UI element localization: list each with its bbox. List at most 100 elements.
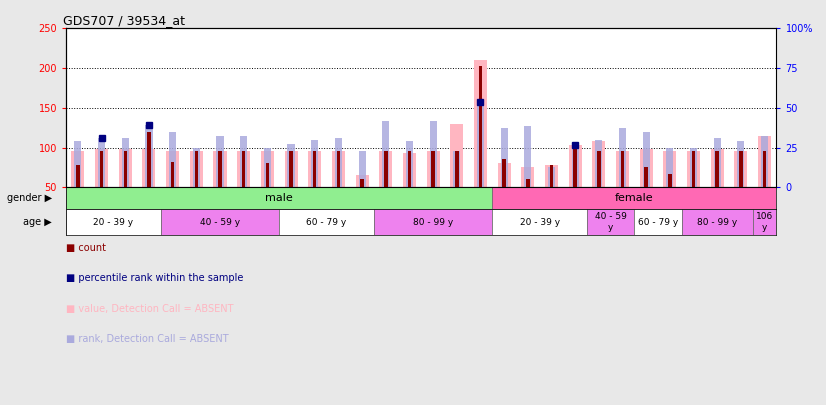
Text: 80 - 99 y: 80 - 99 y (413, 218, 453, 227)
Bar (332, 151, 345, 187)
Bar (526, 179, 529, 187)
Bar (76, 165, 79, 187)
Bar (266, 163, 269, 187)
Bar (358, 151, 366, 187)
Bar (596, 140, 602, 187)
Bar (572, 145, 579, 187)
Bar (597, 151, 601, 187)
Text: male: male (265, 193, 293, 203)
Bar (548, 167, 555, 187)
Bar (284, 151, 297, 187)
Text: 60 - 79 y: 60 - 79 y (306, 218, 347, 227)
Bar (714, 138, 721, 187)
Bar (403, 153, 416, 187)
Bar (360, 179, 363, 187)
Bar (311, 140, 318, 187)
Bar (492, 209, 587, 235)
Bar (758, 136, 771, 187)
Bar (715, 151, 719, 187)
Bar (616, 151, 629, 187)
Text: 40 - 59 y: 40 - 59 y (200, 218, 240, 227)
Text: gender ▶: gender ▶ (7, 193, 52, 203)
Bar (573, 147, 577, 187)
Bar (171, 162, 174, 187)
Bar (195, 151, 198, 187)
Bar (710, 149, 724, 187)
Bar (95, 149, 108, 187)
Text: 20 - 39 y: 20 - 39 y (93, 218, 134, 227)
Bar (124, 151, 127, 187)
Bar (147, 132, 150, 187)
Bar (74, 141, 82, 187)
Bar (502, 160, 506, 187)
Bar (592, 141, 605, 187)
Bar (634, 209, 681, 235)
Bar (216, 136, 224, 187)
Bar (355, 175, 368, 187)
Bar (681, 209, 752, 235)
Bar (335, 138, 342, 187)
Bar (644, 167, 648, 187)
Bar (408, 151, 411, 187)
Bar (119, 149, 132, 187)
Bar (455, 151, 458, 187)
Bar (100, 151, 103, 187)
Bar (587, 209, 634, 235)
Bar (261, 151, 274, 187)
Text: GDS707 / 39534_at: GDS707 / 39534_at (63, 14, 184, 27)
Bar (66, 209, 161, 235)
Bar (431, 151, 434, 187)
Bar (450, 124, 463, 187)
Bar (738, 141, 744, 187)
Text: 20 - 39 y: 20 - 39 y (520, 218, 560, 227)
Bar (379, 151, 392, 187)
Bar (501, 128, 508, 187)
Bar (643, 132, 650, 187)
Text: female: female (615, 193, 653, 203)
Bar (663, 151, 676, 187)
Bar (687, 151, 700, 187)
Text: ■ value, Detection Call = ABSENT: ■ value, Detection Call = ABSENT (66, 304, 234, 314)
Text: ■ rank, Detection Call = ABSENT: ■ rank, Detection Call = ABSENT (66, 334, 229, 344)
Bar (639, 149, 653, 187)
Bar (337, 151, 340, 187)
Text: age ▶: age ▶ (23, 217, 52, 227)
Bar (545, 165, 558, 187)
Text: 80 - 99 y: 80 - 99 y (697, 218, 738, 227)
Text: 60 - 79 y: 60 - 79 y (638, 218, 678, 227)
Bar (668, 174, 672, 187)
Bar (237, 151, 250, 187)
Bar (98, 138, 105, 187)
Bar (619, 128, 626, 187)
Bar (218, 151, 221, 187)
Text: ■ percentile rank within the sample: ■ percentile rank within the sample (66, 273, 244, 283)
Bar (690, 147, 697, 187)
Bar (426, 151, 439, 187)
Bar (213, 151, 226, 187)
Bar (145, 125, 153, 187)
Bar (169, 132, 176, 187)
Bar (550, 165, 553, 187)
Bar (287, 143, 295, 187)
Bar (374, 209, 492, 235)
Bar (497, 163, 510, 187)
Bar (313, 151, 316, 187)
Bar (161, 209, 279, 235)
Bar (192, 147, 200, 187)
Bar (240, 136, 247, 187)
Bar (479, 66, 482, 187)
Bar (430, 122, 437, 187)
Bar (525, 126, 531, 187)
Text: 40 - 59
y: 40 - 59 y (595, 213, 627, 232)
Bar (382, 122, 389, 187)
Bar (166, 151, 179, 187)
Bar (121, 138, 129, 187)
Bar (752, 209, 776, 235)
Bar (761, 136, 768, 187)
Bar (734, 151, 748, 187)
Bar (667, 147, 673, 187)
Bar (692, 151, 695, 187)
Bar (190, 151, 203, 187)
Bar (453, 151, 460, 187)
Text: 106
y: 106 y (756, 213, 773, 232)
